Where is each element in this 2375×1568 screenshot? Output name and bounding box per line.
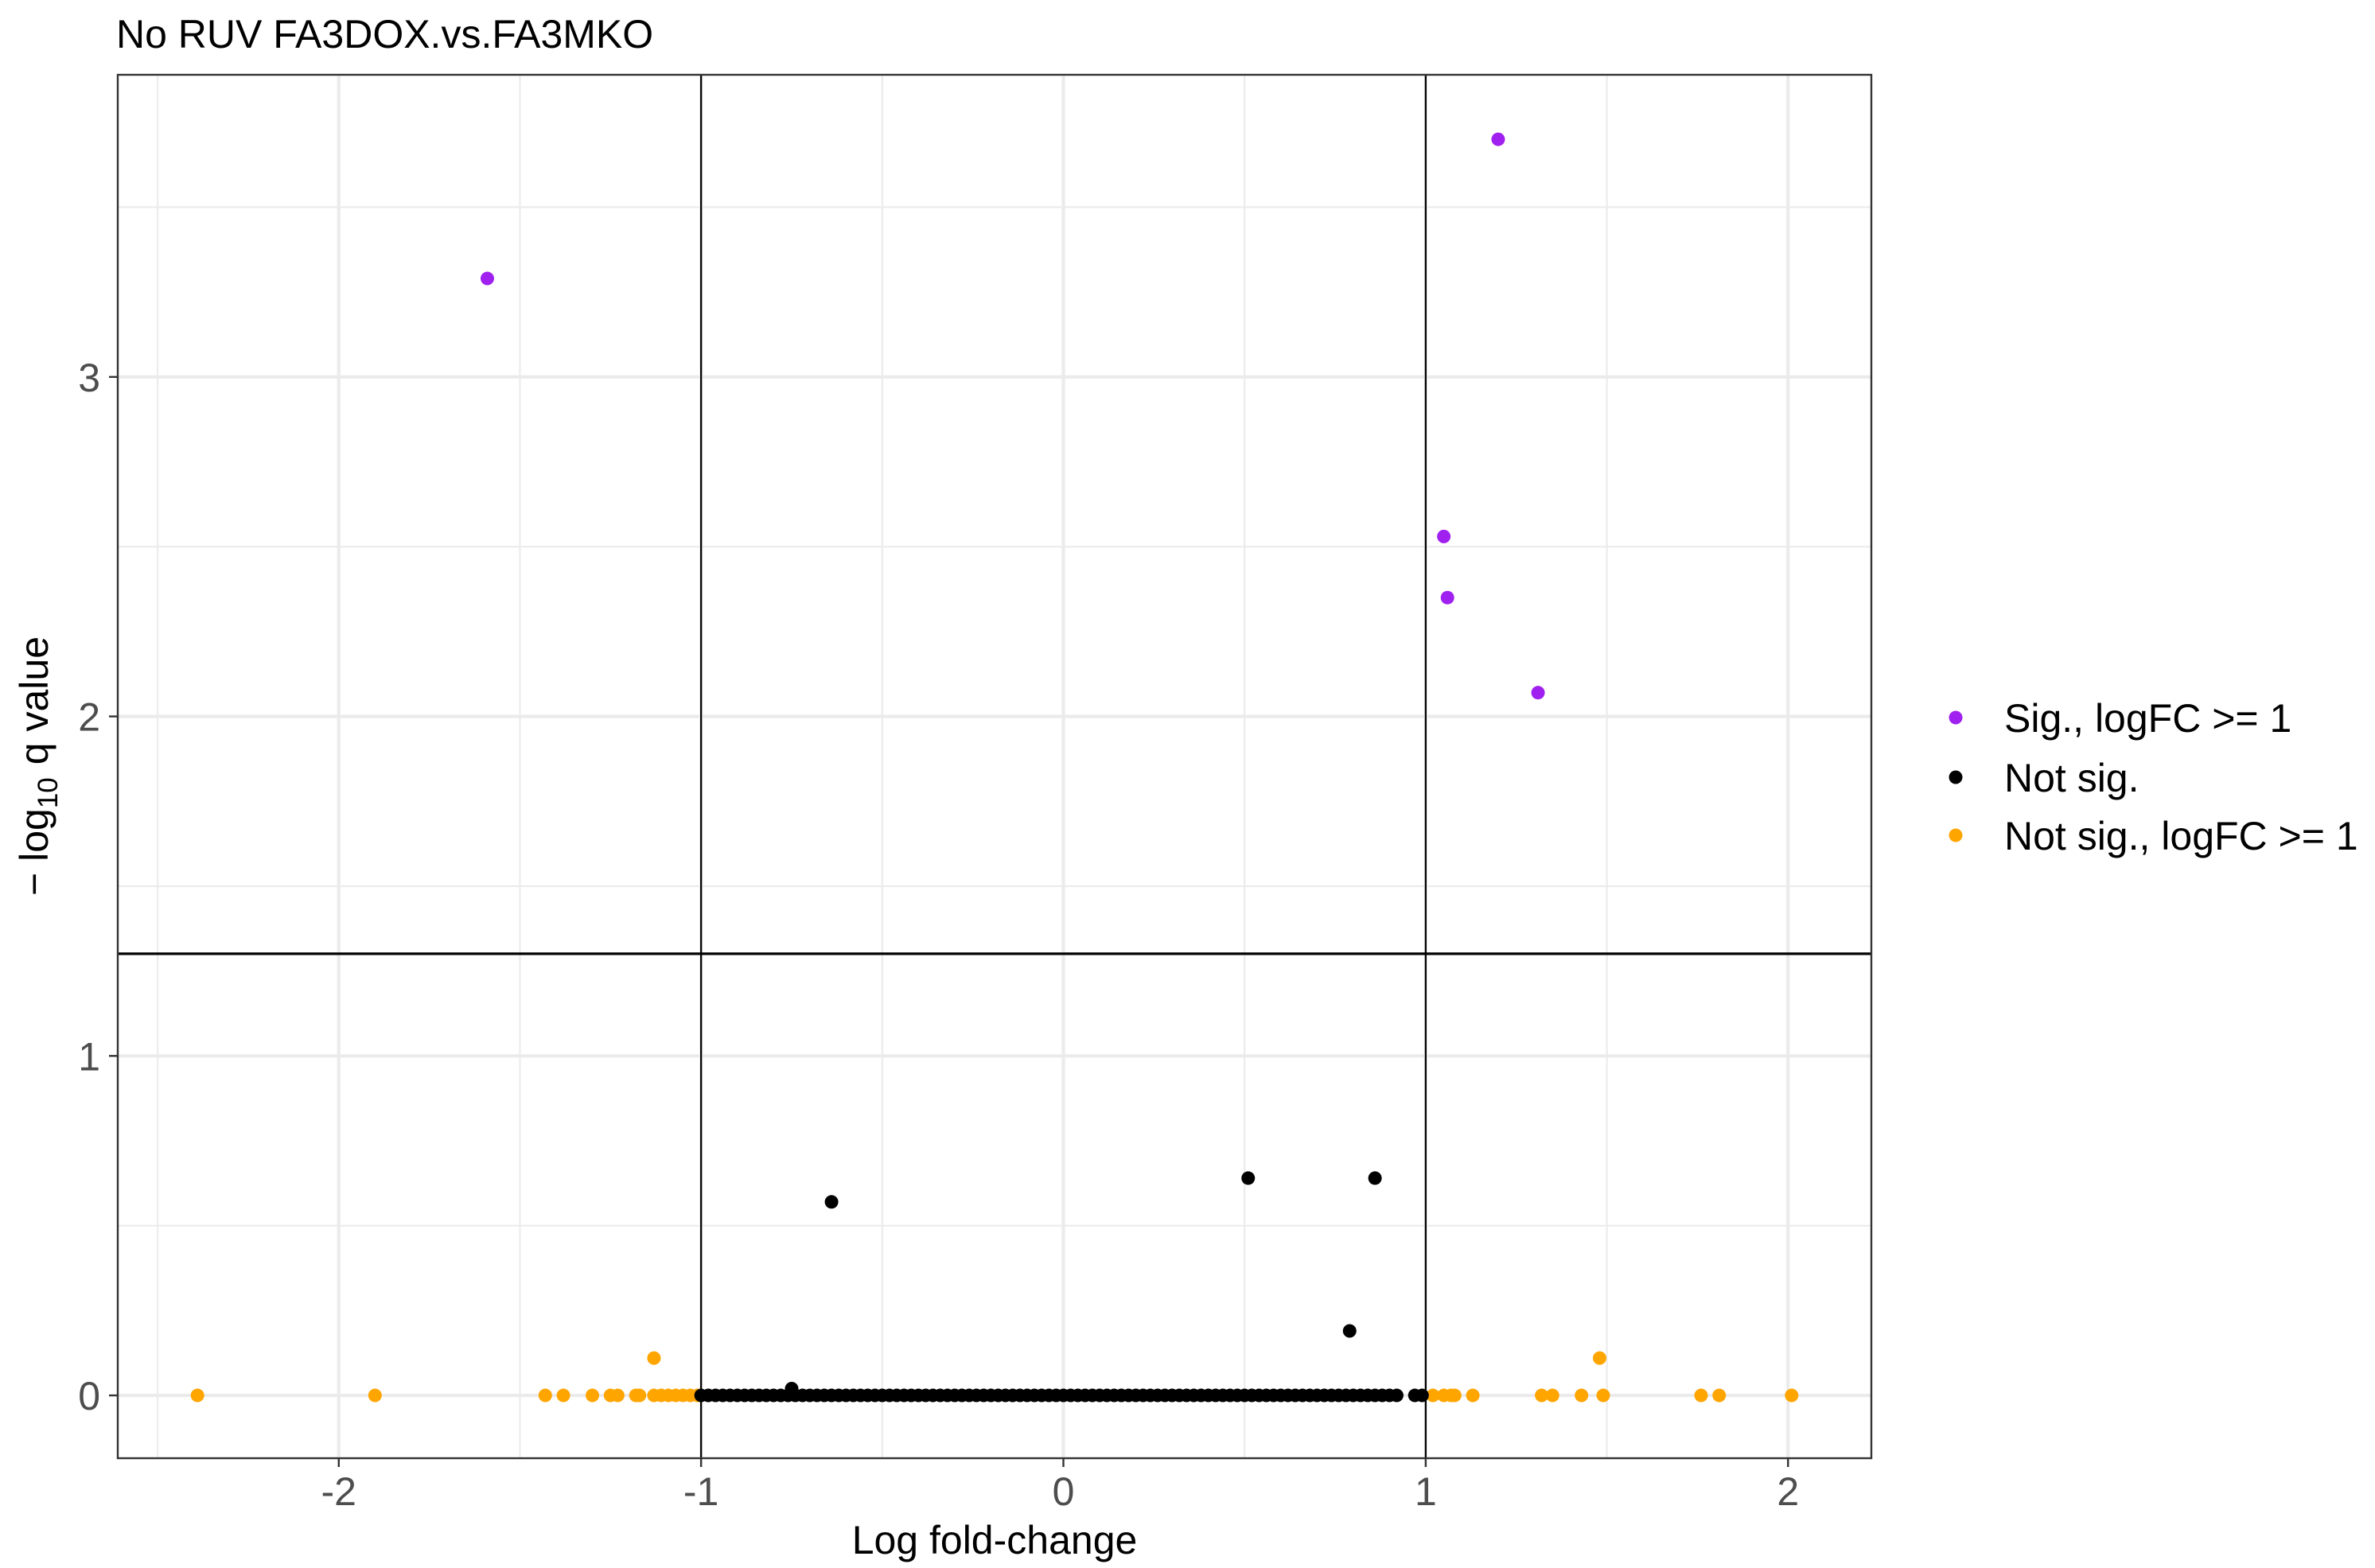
y-tick-label: 0 — [78, 1374, 100, 1418]
legend-item-sig: Sig., logFC >= 1 — [1949, 696, 2291, 741]
legend-key-not-sig — [1949, 770, 1963, 784]
data-point-not-sig — [1415, 1388, 1429, 1403]
data-point-not-sig-logfc — [1466, 1388, 1480, 1403]
legend-item-not-sig: Not sig. — [1949, 756, 2139, 800]
data-point-not-sig-logfc — [556, 1388, 570, 1403]
data-point-not-sig-logfc — [1694, 1388, 1708, 1403]
data-point-sig-logfc — [480, 271, 494, 286]
plot-panel-border — [116, 73, 1873, 1460]
data-point-not-sig-logfc — [1447, 1388, 1462, 1403]
y-axis-label-suffix: q value — [12, 636, 56, 765]
x-tick-label: 1 — [1415, 1469, 1437, 1514]
legend-item-not-sig-logfc: Not sig., logFC >= 1 — [1949, 814, 2358, 858]
legend-label-sig: Sig., logFC >= 1 — [2004, 696, 2291, 741]
data-point-not-sig-logfc — [1575, 1388, 1589, 1403]
x-tick-label: -2 — [321, 1469, 356, 1514]
y-axis-label: − log10 q value — [12, 636, 64, 896]
data-point-not-sig-logfc — [1545, 1388, 1559, 1403]
x-axis-label: Log fold-change — [852, 1518, 1138, 1562]
y-tick-label: 2 — [78, 695, 100, 740]
data-point-not-sig-logfc — [1535, 1388, 1549, 1403]
x-tick-label: 0 — [1053, 1469, 1075, 1514]
y-tick-label: 1 — [78, 1034, 100, 1079]
data-point-sig-logfc — [1440, 590, 1454, 605]
data-point-not-sig-logfc — [586, 1388, 600, 1403]
data-point-not-sig — [1241, 1171, 1256, 1185]
data-point-not-sig-logfc — [647, 1351, 661, 1365]
data-point-not-sig-logfc — [190, 1388, 204, 1403]
data-points — [190, 132, 1799, 1403]
legend-label-not-sig: Not sig. — [2004, 756, 2139, 800]
data-point-not-sig-logfc — [610, 1388, 625, 1403]
data-point-not-sig — [824, 1195, 839, 1209]
data-point-sig-logfc — [1491, 132, 1505, 146]
axes: -2 -1 0 1 2 0 1 2 3 — [78, 356, 1799, 1514]
y-axis-label-subscript: 10 — [33, 777, 64, 808]
data-point-not-sig-logfc — [1712, 1388, 1727, 1403]
data-point-not-sig-logfc — [1426, 1388, 1440, 1403]
legend-label-not-sig-logfc: Not sig., logFC >= 1 — [2004, 814, 2358, 858]
legend-key-sig — [1949, 710, 1963, 725]
data-point-not-sig — [1342, 1324, 1357, 1338]
plot-panel — [118, 75, 1871, 1458]
data-point-not-sig-logfc — [538, 1388, 552, 1403]
data-point-not-sig-logfc — [633, 1388, 647, 1403]
reference-lines — [118, 75, 1871, 1458]
data-point-not-sig-logfc — [368, 1388, 382, 1403]
chart-title: No RUV FA3DOX.vs.FA3MKO — [116, 12, 653, 56]
x-tick-label: 2 — [1777, 1469, 1799, 1514]
data-point-not-sig-logfc — [1596, 1388, 1610, 1403]
data-point-not-sig-logfc — [1592, 1351, 1606, 1365]
data-point-not-sig-logfc — [1785, 1388, 1799, 1403]
y-axis-label-prefix: − log — [12, 808, 56, 896]
data-point-sig-logfc — [1531, 686, 1545, 700]
legend: Sig., logFC >= 1 Not sig. Not sig., logF… — [1949, 696, 2358, 858]
x-tick-label: -1 — [683, 1469, 718, 1514]
data-point-not-sig — [785, 1382, 799, 1396]
data-point-sig-logfc — [1437, 529, 1451, 543]
y-tick-label: 3 — [78, 356, 100, 400]
data-point-not-sig — [1368, 1171, 1382, 1185]
data-point-not-sig — [1389, 1388, 1404, 1403]
legend-key-not-sig-logfc — [1949, 828, 1963, 842]
